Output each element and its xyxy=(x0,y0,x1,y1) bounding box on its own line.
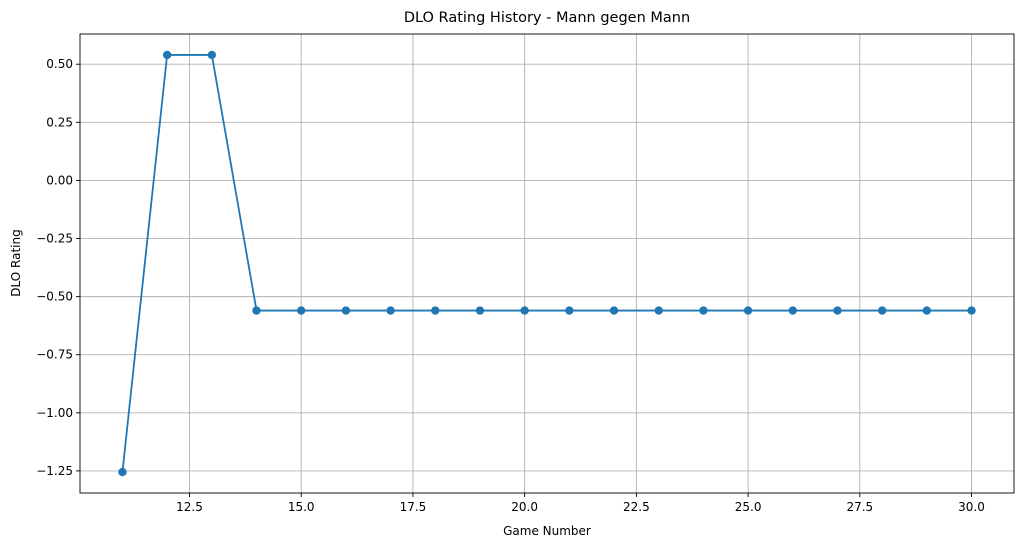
x-tick-label: 30.0 xyxy=(958,500,985,514)
data-point xyxy=(252,306,261,315)
x-tick-label: 15.0 xyxy=(288,500,315,514)
y-axis: −1.25 −1.00 −0.75 −0.50 −0.25 0.00 0.25 0.50 xyxy=(36,57,80,478)
y-tick-label: −0.50 xyxy=(36,290,73,304)
data-point xyxy=(520,306,529,315)
data-point xyxy=(118,467,127,477)
x-axis: 12.5 15.0 17.5 20.0 22.5 25.0 27.5 30.0 xyxy=(176,493,985,514)
chart-title: DLO Rating History - Mann gegen Mann xyxy=(404,10,690,26)
x-tick-label: 22.5 xyxy=(623,500,650,514)
data-point xyxy=(609,306,619,315)
data-point xyxy=(162,50,172,60)
x-tick-label: 17.5 xyxy=(400,500,427,514)
grid xyxy=(80,34,1014,493)
data-point xyxy=(475,306,485,315)
y-axis-title: DLO Rating xyxy=(9,229,23,296)
data-point xyxy=(743,306,753,315)
y-tick-label: −1.00 xyxy=(36,406,73,420)
data-point xyxy=(877,306,887,315)
y-tick-label: 0.25 xyxy=(46,115,73,129)
x-tick-label: 27.5 xyxy=(846,500,873,514)
data-point xyxy=(699,306,708,315)
y-tick-label: −1.25 xyxy=(36,464,73,478)
data-point xyxy=(967,306,976,315)
y-tick-label: 0.00 xyxy=(46,173,73,187)
data-point xyxy=(386,306,395,315)
series-line xyxy=(121,54,972,473)
data-point xyxy=(654,306,663,315)
x-axis-title: Game Number xyxy=(503,524,591,538)
x-tick-label: 25.0 xyxy=(735,500,762,514)
data-point xyxy=(565,306,574,315)
data-point xyxy=(297,306,306,315)
data-point xyxy=(341,306,351,315)
data-point xyxy=(788,306,797,315)
x-tick-label: 12.5 xyxy=(176,500,203,514)
y-tick-label: −0.75 xyxy=(36,348,73,362)
series-layer xyxy=(118,50,976,477)
data-point xyxy=(922,306,932,315)
data-point xyxy=(833,306,842,315)
plot-area-frame xyxy=(79,33,1015,494)
data-point xyxy=(207,50,217,60)
y-tick-label: 0.50 xyxy=(46,57,73,71)
x-tick-label: 20.0 xyxy=(511,500,538,514)
data-point xyxy=(431,306,440,315)
y-tick-label: −0.25 xyxy=(36,232,73,246)
